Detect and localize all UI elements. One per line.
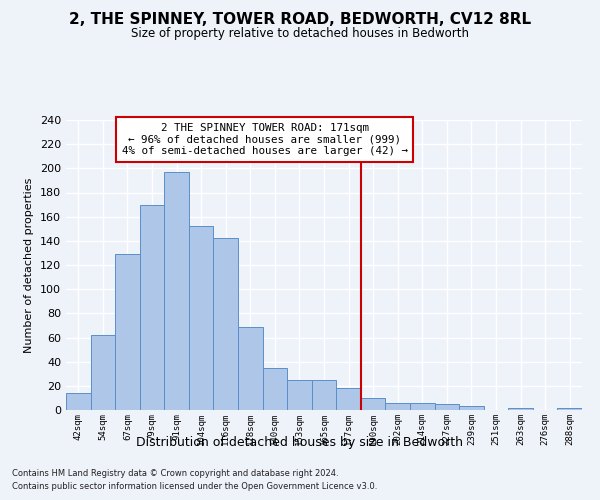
Bar	[91, 335, 115, 410]
Bar	[459, 406, 484, 410]
Text: 2 THE SPINNEY TOWER ROAD: 171sqm
← 96% of detached houses are smaller (999)
4% o: 2 THE SPINNEY TOWER ROAD: 171sqm ← 96% o…	[122, 123, 407, 156]
Bar	[66, 393, 91, 410]
Bar	[557, 408, 582, 410]
Bar	[263, 368, 287, 410]
Bar	[385, 403, 410, 410]
Bar	[238, 326, 263, 410]
Text: Size of property relative to detached houses in Bedworth: Size of property relative to detached ho…	[131, 28, 469, 40]
Bar	[140, 204, 164, 410]
Bar	[508, 408, 533, 410]
Bar	[312, 380, 336, 410]
Text: 2, THE SPINNEY, TOWER ROAD, BEDWORTH, CV12 8RL: 2, THE SPINNEY, TOWER ROAD, BEDWORTH, CV…	[69, 12, 531, 28]
Y-axis label: Number of detached properties: Number of detached properties	[25, 178, 34, 352]
Bar	[115, 254, 140, 410]
Bar	[214, 238, 238, 410]
Text: Contains HM Land Registry data © Crown copyright and database right 2024.: Contains HM Land Registry data © Crown c…	[12, 468, 338, 477]
Text: Distribution of detached houses by size in Bedworth: Distribution of detached houses by size …	[137, 436, 464, 449]
Bar	[287, 380, 312, 410]
Bar	[189, 226, 214, 410]
Text: Contains public sector information licensed under the Open Government Licence v3: Contains public sector information licen…	[12, 482, 377, 491]
Bar	[336, 388, 361, 410]
Bar	[434, 404, 459, 410]
Bar	[361, 398, 385, 410]
Bar	[164, 172, 189, 410]
Bar	[410, 403, 434, 410]
